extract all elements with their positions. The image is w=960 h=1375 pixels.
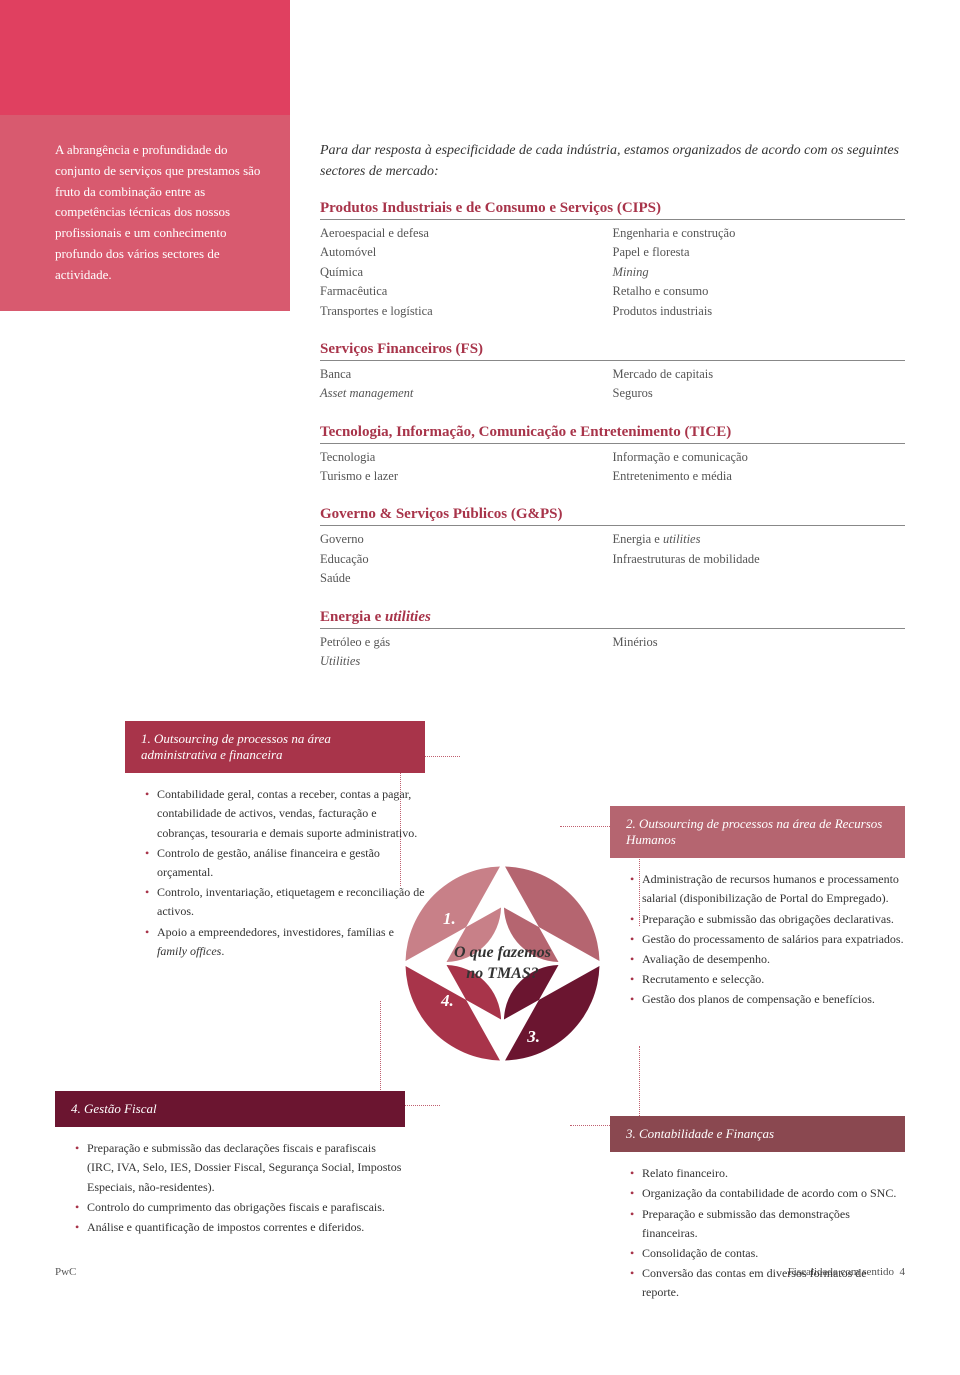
sector-items: Aeroespacial e defesaAutomóvelQuímicaFar… bbox=[320, 224, 905, 321]
list-item: Gestão do processamento de salários para… bbox=[630, 930, 905, 949]
list-item: Análise e quantificação de impostos corr… bbox=[75, 1218, 405, 1237]
donut-chart: O que fazemos no TMAS? 1. 2. 3. 4. bbox=[405, 866, 600, 1061]
list-item: Conversão das contas em diversos formato… bbox=[630, 1264, 905, 1302]
sector-title: Energia e utilities bbox=[320, 609, 905, 629]
sector-items: TecnologiaTurismo e lazerInformação e co… bbox=[320, 448, 905, 487]
segment-label-4: 4. bbox=[441, 991, 454, 1011]
service-box-4: 4. Gestão Fiscal Preparação e submissão … bbox=[55, 1091, 405, 1238]
list-item: Controlo, inventariação, etiquetagem e r… bbox=[145, 883, 425, 921]
sector-items: Petróleo e gásUtilitiesMinérios bbox=[320, 633, 905, 672]
sector-title: Produtos Industriais e de Consumo e Serv… bbox=[320, 200, 905, 220]
sector-title: Governo & Serviços Públicos (G&PS) bbox=[320, 506, 905, 526]
list-item: Relato financeiro. bbox=[630, 1164, 905, 1183]
list-item: Recrutamento e selecção. bbox=[630, 970, 905, 989]
box-2-title: 2. Outsourcing de processos na área de R… bbox=[610, 806, 905, 858]
service-box-2: 2. Outsourcing de processos na área de R… bbox=[610, 806, 905, 1010]
sector-title: Tecnologia, Informação, Comunicação e En… bbox=[320, 424, 905, 444]
list-item: Controlo do cumprimento das obrigações f… bbox=[75, 1198, 405, 1217]
list-item: Controlo de gestão, análise financeira e… bbox=[145, 844, 425, 882]
service-box-3: 3. Contabilidade e Finanças Relato finan… bbox=[610, 1116, 905, 1303]
header-color-block bbox=[0, 0, 290, 115]
list-item: Preparação e submissão das obrigações de… bbox=[630, 910, 905, 929]
list-item: Preparação e submissão das declarações f… bbox=[75, 1139, 405, 1197]
diagram-section: 1. Outsourcing de processos na área admi… bbox=[0, 721, 960, 1241]
main-content: Para dar resposta à especificidade de ca… bbox=[320, 115, 960, 691]
sector-items: GovernoEducaçãoSaúdeEnergia e utilitiesI… bbox=[320, 530, 905, 588]
box-4-title: 4. Gestão Fiscal bbox=[55, 1091, 405, 1127]
list-item: Gestão dos planos de compensação e benef… bbox=[630, 990, 905, 1009]
list-item: Avaliação de desempenho. bbox=[630, 950, 905, 969]
sidebar-intro: A abrangência e profundidade do conjunto… bbox=[0, 115, 290, 311]
lead-paragraph: Para dar resposta à especificidade de ca… bbox=[320, 140, 905, 182]
list-item: Administração de recursos humanos e proc… bbox=[630, 870, 905, 908]
box-1-title: 1. Outsourcing de processos na área admi… bbox=[125, 721, 425, 773]
sector-title: Serviços Financeiros (FS) bbox=[320, 341, 905, 361]
footer-brand: PwC bbox=[55, 1266, 76, 1278]
list-item: Contabilidade geral, contas a receber, c… bbox=[145, 785, 425, 843]
list-item: Apoio a empreendedores, investidores, fa… bbox=[145, 923, 425, 961]
list-item: Consolidação de contas. bbox=[630, 1244, 905, 1263]
donut-center-text: O que fazemos no TMAS? bbox=[454, 943, 552, 985]
list-item: Organização da contabilidade de acordo c… bbox=[630, 1184, 905, 1203]
service-box-1: 1. Outsourcing de processos na área admi… bbox=[125, 721, 425, 962]
segment-label-2: 2. bbox=[564, 954, 577, 974]
segment-label-3: 3. bbox=[527, 1027, 540, 1047]
box-3-title: 3. Contabilidade e Finanças bbox=[610, 1116, 905, 1152]
segment-label-1: 1. bbox=[443, 909, 456, 929]
list-item: Preparação e submissão das demonstrações… bbox=[630, 1205, 905, 1243]
sector-items: BancaAsset managementMercado de capitais… bbox=[320, 365, 905, 404]
